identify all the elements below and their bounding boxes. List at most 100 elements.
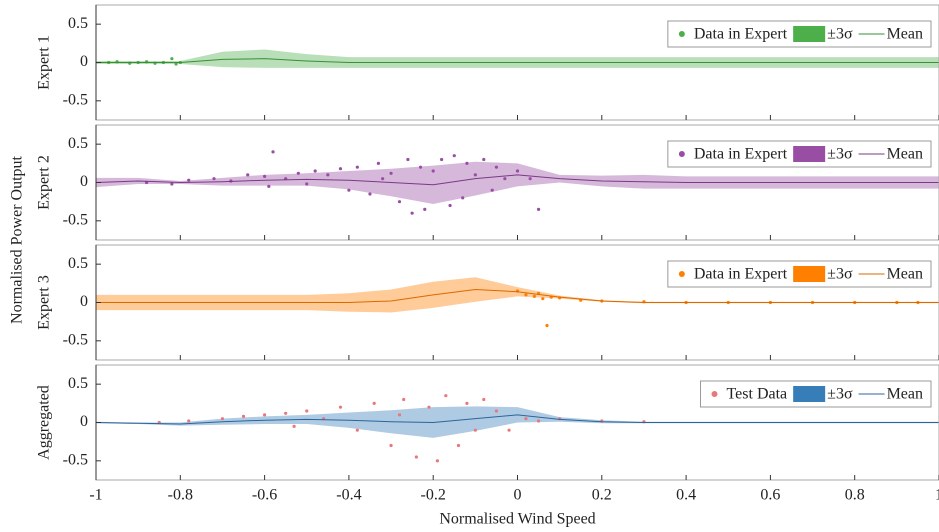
data-point: [263, 174, 267, 178]
plot-area: [96, 277, 939, 328]
data-point: [368, 192, 372, 196]
legend-label: Data in Expert: [694, 146, 788, 163]
mean-line: [96, 174, 939, 186]
legend-swatch: [793, 386, 826, 402]
data-point: [494, 409, 499, 413]
data-point: [402, 397, 406, 402]
legend-label: Mean: [887, 26, 923, 43]
plot-area: [96, 49, 939, 68]
data-point: [267, 184, 271, 188]
data-point: [355, 428, 359, 432]
y-tick-label: 0.5: [68, 375, 88, 392]
data-point: [263, 413, 267, 417]
legend-marker: [678, 151, 685, 157]
data-point: [372, 401, 376, 405]
sigma-band: [96, 406, 939, 438]
data-point: [406, 157, 410, 162]
data-point: [296, 171, 300, 175]
data-point: [313, 169, 317, 173]
data-point: [305, 409, 309, 413]
x-tick-label: 0.2: [592, 487, 612, 504]
legend-label: Data in Expert: [694, 266, 788, 283]
data-point: [187, 419, 191, 423]
y-tick-label: -0.5: [63, 212, 88, 229]
legend-label: Mean: [887, 146, 923, 163]
data-point: [515, 169, 520, 173]
y-tick-label: 0: [80, 53, 88, 70]
data-point: [397, 200, 402, 204]
legend-label: Test Data: [727, 386, 788, 403]
y-axis-label: Expert 3: [36, 275, 53, 330]
x-tick-label: 0.8: [845, 487, 865, 504]
data-point: [187, 178, 191, 182]
y-tick-label: 0.5: [68, 135, 88, 152]
data-point: [220, 417, 225, 421]
y-axis-label: Expert 2: [36, 155, 53, 210]
mean-line: [96, 414, 939, 425]
x-axis-label: Normalised Wind Speed: [439, 511, 595, 528]
x-tick-label: 1: [935, 487, 939, 504]
figure-ylabel: Normalised Power Output: [9, 155, 26, 324]
y-tick-label: 0: [80, 413, 88, 430]
data-point: [507, 428, 511, 432]
legend-marker: [711, 391, 718, 397]
y-tick-label: 0.5: [68, 255, 88, 272]
data-point: [338, 405, 343, 409]
x-tick-label: -1: [89, 487, 102, 504]
data-point: [473, 428, 477, 432]
data-point: [532, 294, 536, 298]
legend-marker: [678, 31, 685, 37]
data-point: [292, 424, 296, 428]
data-point: [355, 165, 359, 169]
sigma-band: [96, 161, 939, 204]
data-point: [490, 188, 494, 192]
data-point: [427, 405, 431, 409]
data-point: [528, 177, 532, 181]
y-tick-label: -0.5: [63, 92, 88, 109]
data-point: [452, 154, 456, 158]
data-point: [326, 173, 330, 177]
y-axis-label: Expert 1: [36, 35, 53, 90]
legend-box: [667, 140, 932, 168]
sigma-band: [96, 49, 939, 68]
legend-label: ±3σ: [827, 146, 853, 163]
data-point: [431, 169, 435, 173]
x-tick-label: -0.2: [421, 487, 446, 504]
plot-area: [96, 394, 939, 463]
legend-swatch: [793, 266, 826, 282]
data-point: [435, 459, 440, 463]
data-point: [423, 207, 427, 211]
data-point: [444, 394, 448, 398]
legend-swatch: [793, 26, 826, 42]
legend-swatch: [793, 146, 826, 162]
x-tick-label: 0: [514, 487, 522, 504]
y-axis-label: Aggregated: [36, 385, 53, 460]
data-point: [418, 165, 423, 169]
legend-label: Data in Expert: [694, 26, 788, 43]
data-point: [170, 182, 174, 186]
plot-area: [96, 150, 939, 215]
data-point: [246, 173, 250, 177]
legend-label: Mean: [887, 386, 923, 403]
data-point: [284, 411, 288, 415]
legend: Data in Expert ±3σ Mean: [667, 20, 932, 48]
data-point: [414, 455, 418, 459]
y-tick-label: 0.5: [68, 15, 88, 32]
data-point: [545, 323, 549, 328]
x-tick-label: -0.6: [252, 487, 277, 504]
data-point: [536, 207, 541, 211]
data-point: [170, 57, 174, 61]
data-point: [338, 167, 343, 171]
y-tick-label: -0.5: [63, 452, 88, 469]
data-point: [482, 397, 486, 402]
x-tick-label: -0.8: [168, 487, 193, 504]
data-point: [456, 443, 461, 448]
data-point: [347, 188, 351, 192]
data-point: [389, 443, 393, 448]
legend-label: Mean: [887, 266, 923, 283]
data-point: [212, 177, 216, 181]
y-tick-label: 0: [80, 173, 88, 190]
sigma-band: [96, 277, 939, 313]
legend: Data in Expert ±3σ Mean: [667, 260, 932, 288]
x-tick-label: 0.6: [760, 487, 780, 504]
